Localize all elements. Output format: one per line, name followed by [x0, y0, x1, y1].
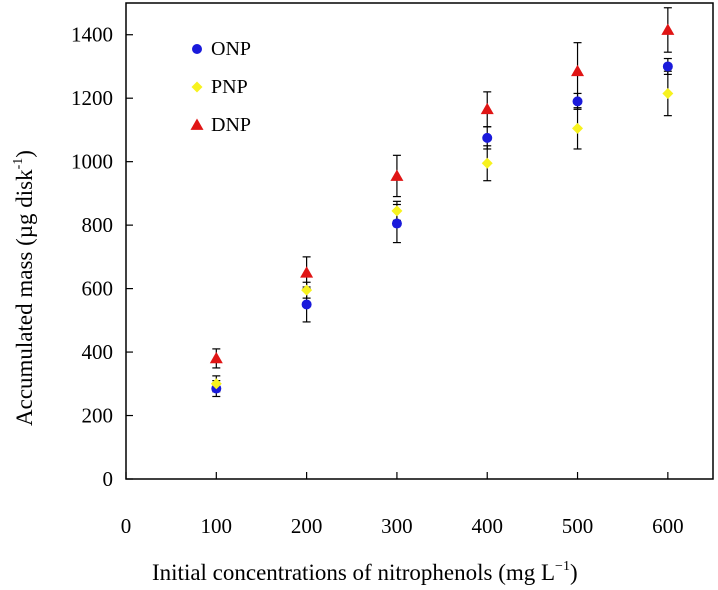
- legend: ONP PNP DNP: [190, 38, 251, 136]
- legend-markers: [190, 44, 204, 130]
- data-point: [210, 378, 222, 390]
- data-point: [391, 218, 402, 229]
- y-tick-label: 1200: [71, 86, 113, 110]
- data-point: [390, 169, 404, 181]
- data-point: [572, 96, 583, 107]
- series-dnp: [212, 7, 672, 369]
- x-axis-label-tail: ): [570, 560, 578, 585]
- data-point: [482, 132, 493, 143]
- data-point: [481, 157, 493, 169]
- data-point: [391, 205, 403, 217]
- x-axis-label: Initial concentrations of nitrophenols (…: [152, 559, 578, 585]
- y-tick-label: 1400: [71, 23, 113, 47]
- legend-marker-pnp: [191, 81, 203, 93]
- y-axis-label-tail: ): [12, 150, 37, 158]
- data-point: [209, 351, 223, 364]
- series-onp: [212, 57, 672, 398]
- data-point: [571, 64, 585, 77]
- series-pnp: [212, 70, 672, 393]
- data-point: [300, 266, 314, 278]
- x-tick-label: 600: [652, 514, 684, 538]
- y-axis-label-sup: -1: [11, 158, 26, 170]
- y-tick-label: 600: [82, 277, 114, 301]
- legend-label-pnp: PNP: [211, 76, 248, 98]
- legend-label-dnp: DNP: [211, 114, 251, 136]
- data-point: [572, 122, 584, 134]
- data-point: [662, 87, 674, 99]
- legend-label-onp: ONP: [211, 38, 251, 60]
- series-pnp-points: [210, 87, 674, 390]
- y-axis-label-main: Accumulated mass (µg disk: [12, 169, 37, 426]
- data-point: [480, 102, 494, 115]
- y-tick-label: 0: [103, 467, 114, 491]
- y-tick-label: 800: [82, 213, 114, 237]
- y-tick-label: 1000: [71, 150, 113, 174]
- series-onp-points: [211, 61, 673, 394]
- plot-frame: [125, 2, 714, 480]
- data-point: [301, 299, 312, 310]
- x-tick-label: 400: [471, 514, 503, 538]
- x-tick-label: 300: [381, 514, 413, 538]
- y-tick-label: 200: [82, 404, 114, 428]
- y-axis-label: Accumulated mass (µg disk-1): [11, 150, 37, 426]
- x-tick-label: 200: [291, 514, 323, 538]
- legend-marker-onp: [192, 44, 202, 54]
- ticks-layer: 0 100 200 300 400 500 600 0 200 400 600 800 1000 1200…: [71, 23, 684, 538]
- legend-marker-dnp: [190, 118, 204, 130]
- x-tick-label: 0: [121, 514, 132, 538]
- x-tick-label: 500: [562, 514, 594, 538]
- data-layer: [209, 7, 675, 398]
- x-axis-label-main: Initial concentrations of nitrophenols (…: [152, 560, 555, 585]
- series-dnp-points: [209, 23, 675, 364]
- data-point: [661, 23, 675, 35]
- x-tick-label: 100: [201, 514, 233, 538]
- x-axis-label-sup: −1: [555, 559, 570, 574]
- y-tick-label: 400: [82, 340, 114, 364]
- data-point: [301, 284, 313, 296]
- data-point: [662, 61, 673, 72]
